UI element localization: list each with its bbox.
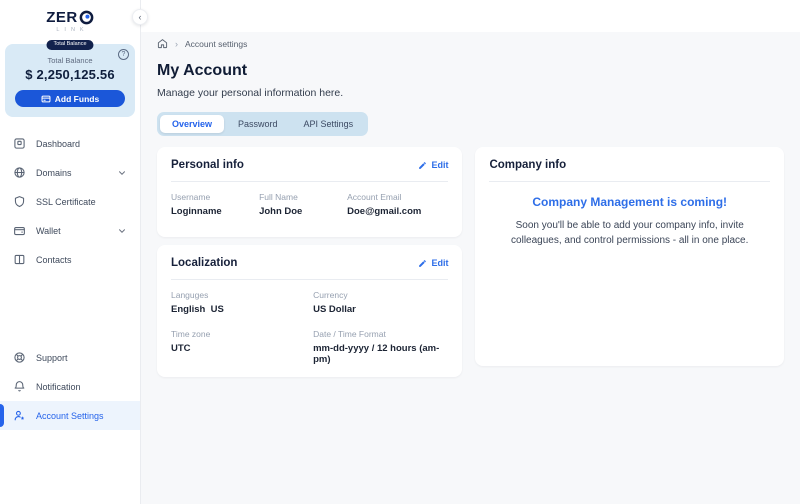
chevron-left-icon: ‹ bbox=[138, 12, 142, 22]
field-timezone: Time zone UTC bbox=[171, 329, 313, 365]
field-label: Username bbox=[171, 192, 211, 202]
field-value: English US bbox=[171, 304, 224, 315]
dashboard-icon bbox=[13, 137, 26, 150]
main-content: › Account settings My Account Manage you… bbox=[141, 0, 800, 504]
user-settings-icon bbox=[13, 409, 26, 422]
brand-logo: ZER LINK bbox=[0, 0, 140, 36]
breadcrumb-separator: › bbox=[175, 38, 178, 49]
divider bbox=[171, 279, 449, 280]
field-label: Languges bbox=[171, 290, 209, 300]
brand-name: ZER bbox=[46, 9, 78, 26]
sidebar-item-label: Wallet bbox=[36, 225, 61, 236]
field-languages: Languges English US bbox=[171, 290, 313, 315]
sidebar-collapse-button[interactable]: ‹ bbox=[132, 9, 148, 25]
sidebar-item-dashboard[interactable]: Dashboard bbox=[0, 129, 140, 158]
field-full-name: Full Name John Doe bbox=[259, 192, 347, 217]
help-icon[interactable]: ? bbox=[118, 49, 129, 60]
contacts-book-icon bbox=[13, 253, 26, 266]
divider bbox=[489, 181, 770, 182]
company-coming-description: Soon you'll be able to add your company … bbox=[511, 220, 749, 246]
sidebar-footer-nav: Support Notification Account Settings bbox=[0, 343, 140, 430]
sidebar-item-ssl-certificate[interactable]: SSL Certificate bbox=[0, 187, 140, 216]
credit-card-plus-icon bbox=[41, 94, 51, 104]
balance-label: Total Balance bbox=[47, 56, 93, 65]
field-label: Time zone bbox=[171, 329, 211, 339]
home-icon[interactable] bbox=[157, 38, 168, 49]
field-account-email: Account Email Doe@gmail.com bbox=[347, 192, 448, 217]
sidebar: ‹ ZER LINK Total Balance ? Total Balance… bbox=[0, 0, 148, 504]
balance-amount: $ 2,250,125.56 bbox=[25, 67, 115, 82]
page-title: My Account bbox=[157, 62, 248, 79]
pencil-icon bbox=[418, 161, 427, 170]
sidebar-item-contacts[interactable]: Contacts bbox=[0, 245, 140, 274]
field-username: Username Loginname bbox=[171, 192, 259, 217]
company-info-title: Company info bbox=[489, 159, 567, 171]
sidebar-item-label: Account Settings bbox=[36, 410, 104, 421]
sidebar-item-label: Support bbox=[36, 352, 68, 363]
sidebar-item-label: Contacts bbox=[36, 254, 72, 265]
personal-info-title: Personal info bbox=[171, 159, 244, 171]
edit-label: Edit bbox=[431, 160, 449, 170]
sidebar-item-notification[interactable]: Notification bbox=[0, 372, 140, 401]
breadcrumb: › Account settings bbox=[157, 38, 784, 49]
edit-personal-info-button[interactable]: Edit bbox=[418, 160, 448, 170]
edit-label: Edit bbox=[431, 258, 449, 268]
field-value: John Doe bbox=[259, 206, 303, 217]
sidebar-item-label: SSL Certificate bbox=[36, 196, 96, 207]
sidebar-item-label: Dashboard bbox=[36, 138, 81, 149]
breadcrumb-current[interactable]: Account settings bbox=[185, 38, 248, 49]
globe-icon bbox=[13, 166, 26, 179]
field-label: Date / Time Format bbox=[313, 329, 386, 339]
tab-overview[interactable]: Overview bbox=[160, 115, 225, 133]
field-value: US Dollar bbox=[313, 304, 356, 315]
chevron-down-icon bbox=[117, 226, 127, 236]
pencil-icon bbox=[418, 259, 427, 268]
tab-api-settings[interactable]: API Settings bbox=[303, 119, 354, 129]
field-datetime-format: Date / Time Format mm-dd-yyyy / 12 hours… bbox=[313, 329, 448, 365]
sidebar-item-support[interactable]: Support bbox=[0, 343, 140, 372]
edit-localization-button[interactable]: Edit bbox=[418, 258, 448, 268]
sidebar-item-label: Notification bbox=[36, 381, 81, 392]
tab-bar: Overview Password API Settings bbox=[157, 112, 369, 136]
bell-icon bbox=[13, 380, 26, 393]
company-coming-headline: Company Management is coming! bbox=[532, 195, 728, 209]
field-label: Full Name bbox=[259, 192, 298, 202]
field-label: Account Email bbox=[347, 192, 402, 202]
sidebar-item-account-settings[interactable]: Account Settings bbox=[0, 401, 140, 430]
personal-info-card: Personal info Edit Username Loginname bbox=[157, 147, 463, 237]
chevron-down-icon bbox=[117, 168, 127, 178]
company-info-card: Company info Company Management is comin… bbox=[475, 147, 784, 366]
balance-card: Total Balance ? Total Balance $ 2,250,12… bbox=[5, 40, 135, 117]
sidebar-item-label: Domains bbox=[36, 167, 72, 178]
field-value: Doe@gmail.com bbox=[347, 206, 422, 217]
field-value: Loginname bbox=[171, 206, 222, 217]
content-grid: Personal info Edit Username Loginname bbox=[157, 147, 784, 377]
sidebar-item-domains[interactable]: Domains bbox=[0, 158, 140, 187]
field-currency: Currency US Dollar bbox=[313, 290, 448, 315]
brand-subtitle: LINK bbox=[56, 27, 89, 33]
sidebar-nav: Dashboard Domains SSL Certificate bbox=[0, 129, 140, 274]
field-value: UTC bbox=[171, 343, 191, 354]
balance-badge: Total Balance bbox=[46, 40, 94, 50]
tab-password[interactable]: Password bbox=[238, 119, 278, 129]
page-subtitle: Manage your personal information here. bbox=[157, 87, 344, 99]
sidebar-item-wallet[interactable]: Wallet bbox=[0, 216, 140, 245]
field-label: Currency bbox=[313, 290, 348, 300]
field-value: mm-dd-yyyy / 12 hours (am-pm) bbox=[313, 343, 440, 365]
add-funds-button[interactable]: Add Funds bbox=[15, 90, 125, 107]
add-funds-label: Add Funds bbox=[54, 93, 100, 104]
localization-card: Localization Edit Languges English US bbox=[157, 245, 463, 377]
shield-icon bbox=[13, 195, 26, 208]
divider bbox=[171, 181, 449, 182]
support-lifebuoy-icon bbox=[13, 351, 26, 364]
zerolink-logo-o-icon bbox=[79, 10, 94, 25]
localization-title: Localization bbox=[171, 257, 238, 269]
wallet-icon bbox=[13, 224, 26, 237]
